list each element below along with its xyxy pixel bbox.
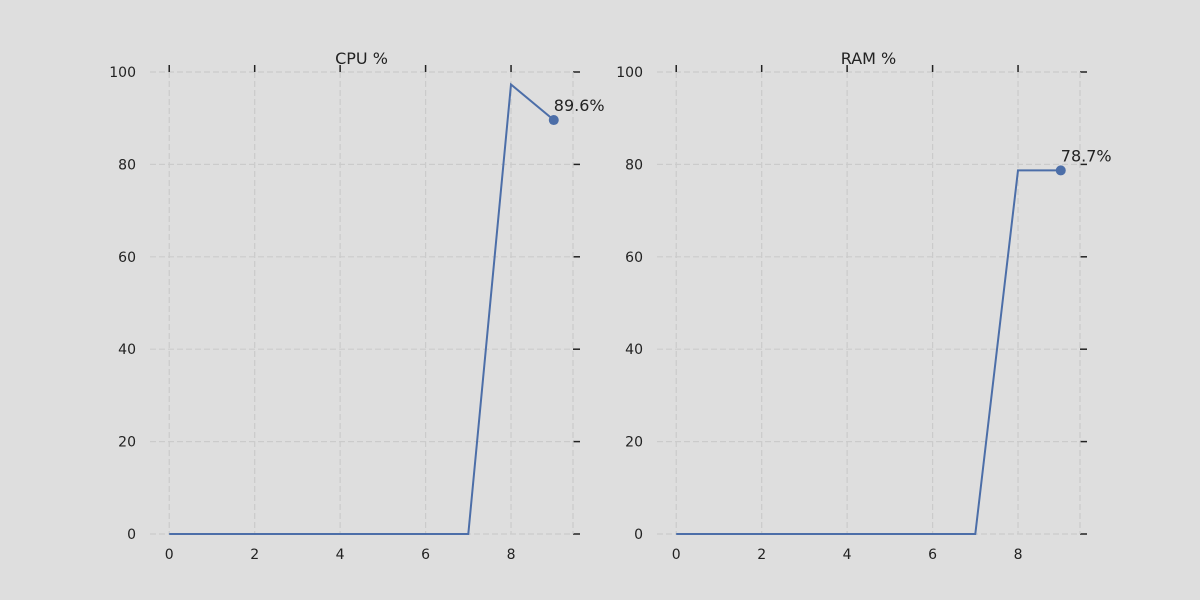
- ram-xtick-label: 4: [843, 547, 852, 563]
- ram-last-point-marker: [1055, 165, 1066, 176]
- ram-ytick-label: 80: [625, 157, 643, 173]
- cpu-xtick-label: 0: [165, 547, 174, 563]
- ram-chart: 0 20 40 60 80 100 0 2 4 6 8 RAM % 78.7%: [616, 49, 1111, 563]
- ram-series-line: [676, 169, 1061, 535]
- ram-chart-title: RAM %: [841, 49, 897, 68]
- cpu-ytick-label: 100: [109, 65, 136, 81]
- ram-ytick-label: 60: [625, 250, 643, 266]
- ram-plot-area: [657, 72, 1080, 534]
- cpu-ytick-label: 0: [127, 527, 136, 543]
- cpu-chart-title: CPU %: [335, 49, 388, 68]
- cpu-ytick-label: 60: [118, 250, 136, 266]
- cpu-ytick-label: 40: [118, 342, 136, 358]
- ram-xtick-label: 8: [1014, 547, 1023, 563]
- ram-ytick-label: 20: [625, 435, 643, 451]
- ram-last-value-label: 78.7%: [1061, 146, 1112, 165]
- cpu-plot-area: [150, 72, 573, 534]
- ram-ytick-label: 0: [634, 527, 643, 543]
- ram-ytick-label: 40: [625, 342, 643, 358]
- cpu-xtick-label: 8: [507, 547, 516, 563]
- ram-xtick-label: 6: [928, 547, 937, 563]
- cpu-xtick-label: 2: [250, 547, 259, 563]
- cpu-last-value-label: 89.6%: [554, 96, 605, 115]
- cpu-xtick-label: 6: [421, 547, 430, 563]
- cpu-chart: 0 20 40 60 80 100 0 2 4 6 8 CPU % 89.6%: [109, 49, 604, 563]
- ram-xtick-label: 2: [757, 547, 766, 563]
- cpu-ytick-label: 80: [118, 157, 136, 173]
- cpu-ytick-label: 20: [118, 435, 136, 451]
- cpu-xtick-label: 4: [336, 547, 345, 563]
- ram-xtick-label: 0: [672, 547, 681, 563]
- cpu-last-point-marker: [548, 115, 559, 126]
- cpu-series-line: [169, 82, 555, 535]
- ram-ytick-label: 100: [616, 65, 643, 81]
